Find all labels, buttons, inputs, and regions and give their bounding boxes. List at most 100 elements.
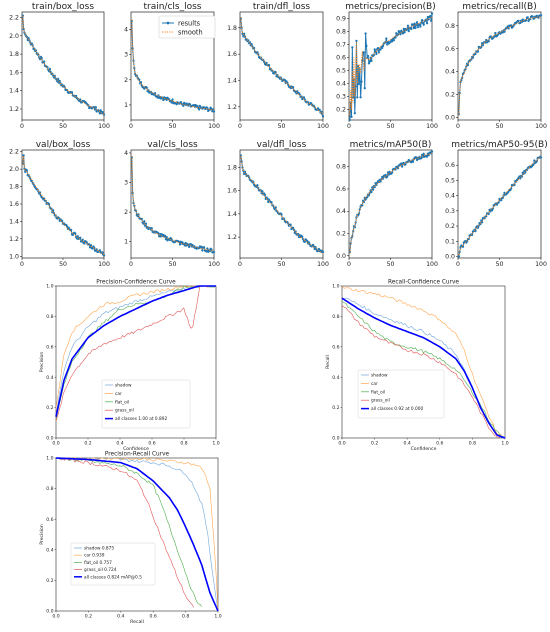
x-tick-label: 100: [98, 261, 110, 268]
data-point: [70, 228, 73, 232]
data-point: [164, 237, 168, 241]
plot-frame: [21, 149, 105, 259]
data-point: [40, 56, 43, 60]
y-tick-label: 4: [124, 27, 128, 34]
x-tick-label: 0: [347, 261, 351, 268]
smooth-line: [22, 15, 105, 115]
legend-label: flat_oil 0.757: [84, 560, 112, 566]
data-point: [182, 104, 185, 107]
data-point: [286, 81, 289, 84]
data-point: [399, 33, 402, 36]
data-point: [407, 29, 410, 33]
x-tick-label: 0.6: [436, 441, 443, 447]
legend-box: [357, 369, 445, 419]
data-point: [298, 93, 301, 96]
data-point: [139, 81, 143, 84]
smooth-line: [131, 155, 215, 252]
data-point: [430, 150, 434, 153]
x-tick-label: 0: [347, 123, 351, 130]
subplot-title: metrics/recall(B): [462, 2, 536, 12]
x-tick-label: 0.8: [182, 614, 189, 620]
data-point: [85, 241, 88, 244]
data-point: [374, 50, 377, 53]
y-tick-label: 0.4: [445, 193, 455, 200]
y-tick-label: 0.3: [336, 94, 346, 101]
data-point: [191, 243, 194, 247]
data-point: [274, 206, 277, 209]
x-tick-label: 0.6: [148, 441, 155, 447]
smooth-line: [240, 155, 324, 254]
data-point: [143, 220, 146, 223]
data-point: [457, 255, 460, 258]
data-point: [396, 167, 400, 170]
data-point: [250, 42, 253, 46]
y-tick-label: 1.2: [9, 106, 19, 113]
data-point: [22, 154, 25, 157]
series-line-all-classes: [55, 285, 216, 417]
x-tick-label: 50: [59, 261, 67, 268]
series-line-car: [55, 285, 217, 409]
legend-label: all classes 0.92 at 0.000: [371, 406, 423, 412]
data-point: [321, 250, 325, 254]
data-point: [198, 104, 202, 108]
data-point: [426, 15, 429, 19]
subplot-title: train/dfl_loss: [253, 2, 311, 12]
x-tick-label: 0: [456, 261, 460, 268]
y-tick-label: 1.2: [227, 104, 237, 111]
x-axis-label: Confidence: [411, 446, 437, 452]
legend-label: car 0.939: [84, 553, 105, 559]
data-point: [476, 50, 480, 53]
data-point: [411, 160, 415, 163]
x-tick-label: 50: [169, 123, 177, 130]
x-tick-label: 0.6: [150, 614, 157, 620]
y-tick-label: 0.2: [445, 92, 455, 99]
data-point: [400, 162, 403, 165]
x-tick-label: 100: [317, 123, 329, 130]
data-point: [98, 249, 102, 252]
data-point: [365, 44, 368, 48]
data-point: [280, 213, 283, 216]
results-line: [131, 157, 215, 254]
x-tick-label: 50: [387, 123, 395, 130]
y-tick-label: 1.0: [9, 253, 19, 260]
subplot-2: train/dfl_loss 0 50 100 1.2 1.4 1.6 1.8: [227, 2, 329, 130]
data-point: [94, 106, 97, 109]
data-point: [56, 80, 59, 83]
data-point: [138, 78, 141, 81]
y-tick-label: 1.4: [227, 77, 237, 84]
data-point: [466, 63, 470, 67]
y-tick-label: 0.8: [46, 314, 53, 320]
data-point: [74, 232, 77, 235]
y-tick-label: 0.6: [336, 55, 346, 62]
x-tick-label: 1.0: [212, 441, 219, 447]
data-point: [487, 40, 490, 43]
legend-label: grass_oil: [371, 398, 390, 404]
y-axis-label: Precision: [39, 352, 45, 373]
x-tick-label: 100: [208, 123, 220, 130]
y-tick-label: 1: [124, 102, 128, 109]
y-tick-label: 0.8: [445, 23, 455, 30]
data-point: [509, 24, 513, 27]
data-point: [302, 96, 306, 99]
legend-results-label: results: [178, 19, 201, 27]
y-tick-label: 0.6: [445, 46, 455, 53]
data-point: [79, 98, 82, 101]
data-point: [356, 96, 359, 99]
plot-frame: [21, 11, 105, 121]
data-point: [163, 234, 167, 238]
y-tick-label: 1.4: [9, 88, 19, 95]
series-line-grass_oil: [341, 305, 506, 439]
subplot-title: metrics/mAP50-95(B): [451, 140, 547, 150]
data-point: [197, 108, 201, 111]
data-point: [256, 51, 259, 54]
y-tick-label: 0.6: [46, 344, 53, 350]
y-axis-label: Recall: [325, 355, 331, 369]
subplot-7: val/dfl_loss 0 50 100 1.2 1.4 1.6 1.8: [227, 140, 329, 268]
data-point: [496, 33, 499, 36]
data-point: [362, 51, 366, 54]
data-point: [357, 82, 361, 85]
smooth-line: [22, 156, 105, 255]
y-tick-label: 0.4: [46, 547, 53, 553]
